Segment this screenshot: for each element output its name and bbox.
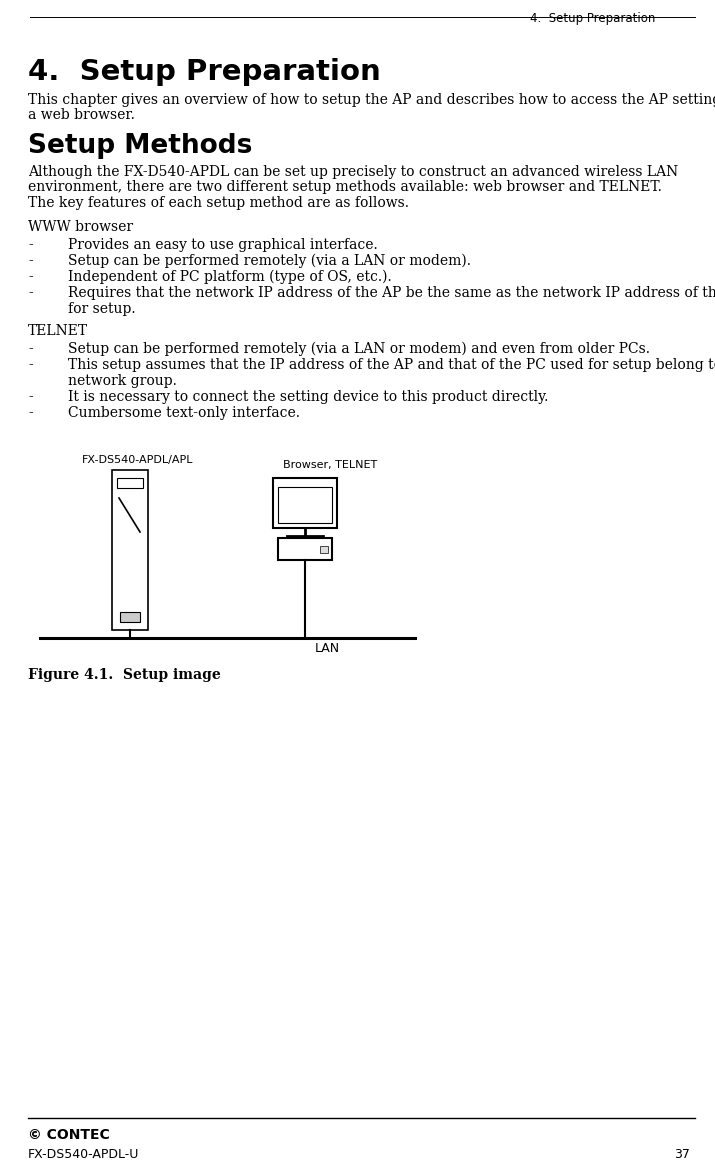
Text: Browser, TELNET: Browser, TELNET [283, 461, 378, 470]
Text: -: - [28, 406, 33, 420]
Bar [278, 487, 332, 523]
Text: Provides an easy to use graphical interface.: Provides an easy to use graphical interf… [68, 238, 378, 252]
Text: Setup Methods: Setup Methods [28, 133, 252, 159]
Text: 37: 37 [674, 1148, 690, 1161]
Text: Independent of PC platform (type of OS, etc.).: Independent of PC platform (type of OS, … [68, 270, 392, 285]
Text: It is necessary to connect the setting device to this product directly.: It is necessary to connect the setting d… [68, 390, 548, 404]
Text: This chapter gives an overview of how to setup the AP and describes how to acces: This chapter gives an overview of how to… [28, 93, 715, 107]
Text: Figure 4.1.  Setup image: Figure 4.1. Setup image [28, 668, 221, 682]
Text: a web browser.: a web browser. [28, 108, 135, 122]
Text: WWW browser: WWW browser [28, 220, 133, 234]
Text: -: - [28, 270, 33, 284]
Text: Setup can be performed remotely (via a LAN or modem).: Setup can be performed remotely (via a L… [68, 254, 471, 269]
Text: Although the FX-D540-APDL can be set up precisely to construct an advanced wirel: Although the FX-D540-APDL can be set up … [28, 165, 679, 179]
Text: FX-DS540-APDL-U: FX-DS540-APDL-U [28, 1148, 139, 1161]
Text: -: - [28, 358, 33, 372]
Bar [320, 545, 328, 552]
Bar [273, 478, 337, 528]
Text: environment, there are two different setup methods available: web browser and TE: environment, there are two different set… [28, 180, 662, 194]
Text: LAN: LAN [315, 642, 340, 655]
Bar [112, 470, 148, 630]
Text: 4.  Setup Preparation: 4. Setup Preparation [530, 12, 656, 24]
Text: -: - [28, 254, 33, 267]
Text: -: - [28, 390, 33, 404]
Bar [117, 478, 143, 488]
Text: network group.: network group. [68, 374, 177, 388]
Text: Setup can be performed remotely (via a LAN or modem) and even from older PCs.: Setup can be performed remotely (via a L… [68, 342, 650, 356]
Text: -: - [28, 342, 33, 356]
Text: for setup.: for setup. [68, 302, 136, 316]
Text: © CONTEC: © CONTEC [28, 1128, 109, 1142]
Text: -: - [28, 238, 33, 252]
Text: The key features of each setup method are as follows.: The key features of each setup method ar… [28, 197, 409, 211]
Text: FX-DS540-APDL/APL: FX-DS540-APDL/APL [82, 455, 194, 465]
Text: This setup assumes that the IP address of the AP and that of the PC used for set: This setup assumes that the IP address o… [68, 358, 715, 372]
Text: Cumbersome text-only interface.: Cumbersome text-only interface. [68, 406, 300, 420]
Text: 4.  Setup Preparation: 4. Setup Preparation [28, 58, 381, 86]
Bar [278, 538, 332, 561]
Bar [120, 612, 140, 622]
Text: TELNET: TELNET [28, 324, 88, 338]
Text: -: - [28, 286, 33, 300]
Text: Requires that the network IP address of the AP be the same as the network IP add: Requires that the network IP address of … [68, 286, 715, 300]
